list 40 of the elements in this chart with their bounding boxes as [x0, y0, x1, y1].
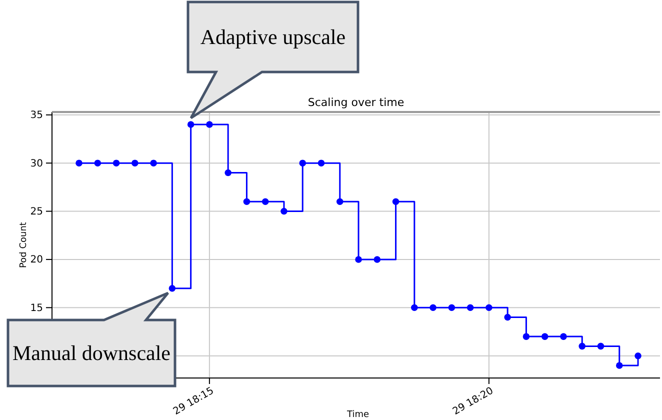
x-axis-title: Time — [346, 410, 370, 420]
point — [243, 198, 250, 206]
point — [616, 362, 623, 369]
point — [486, 304, 492, 312]
point — [206, 121, 213, 128]
point — [318, 160, 325, 166]
y-tick-label: 20 — [30, 254, 43, 266]
chart-title: Scaling over time — [308, 96, 404, 109]
point — [430, 304, 436, 312]
point — [578, 342, 586, 350]
point — [374, 256, 381, 263]
point — [448, 304, 456, 312]
point — [168, 284, 176, 292]
point — [262, 198, 269, 206]
point — [466, 304, 474, 312]
point — [634, 352, 642, 360]
point — [560, 333, 567, 340]
point — [187, 121, 194, 128]
point — [150, 160, 157, 166]
point — [224, 169, 232, 176]
point — [522, 333, 530, 340]
point — [299, 160, 306, 166]
point — [411, 304, 418, 312]
point — [597, 342, 604, 350]
y-axis-title: Pod Count — [19, 222, 29, 268]
point — [504, 314, 511, 321]
y-tick-label: 35 — [30, 110, 43, 122]
point — [76, 160, 82, 166]
y-tick-label: 15 — [30, 302, 43, 314]
y-tick-label: 25 — [30, 206, 43, 218]
point — [112, 160, 120, 166]
point — [392, 198, 400, 206]
point — [336, 198, 344, 206]
point — [132, 160, 138, 166]
annotation: Manual downscale — [12, 341, 171, 365]
point — [541, 333, 548, 340]
y-tick-label: 30 — [30, 158, 43, 170]
point — [94, 160, 102, 166]
point — [355, 256, 362, 263]
point — [280, 208, 288, 215]
